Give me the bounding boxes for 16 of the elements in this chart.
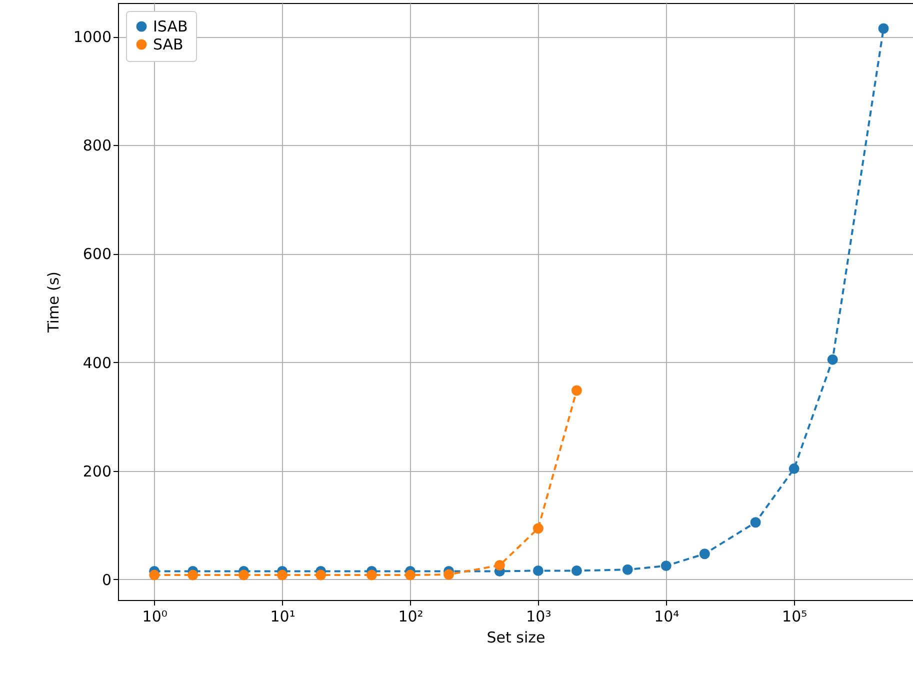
y-tick-label: 600 bbox=[82, 245, 112, 264]
x-axis-title: Set size bbox=[486, 628, 546, 646]
x-tick-label: 10⁴ bbox=[654, 608, 680, 626]
y-tick-label: 1000 bbox=[73, 28, 112, 46]
x-tick-label: 10⁵ bbox=[782, 608, 808, 626]
x-tick-label: 10³ bbox=[526, 608, 552, 626]
y-tick-label: 400 bbox=[82, 354, 112, 372]
x-tick-label: 10¹ bbox=[270, 608, 296, 626]
legend-label: ISAB bbox=[153, 18, 188, 36]
legend-label: SAB bbox=[153, 36, 184, 54]
x-tick-label: 10² bbox=[398, 608, 424, 626]
x-tick-label: 10⁰ bbox=[142, 608, 168, 626]
y-axis-title: Time (s) bbox=[44, 272, 62, 334]
y-tick-label: 200 bbox=[82, 462, 112, 480]
y-tick-label: 0 bbox=[102, 570, 112, 589]
y-tick-label: 800 bbox=[82, 136, 112, 155]
